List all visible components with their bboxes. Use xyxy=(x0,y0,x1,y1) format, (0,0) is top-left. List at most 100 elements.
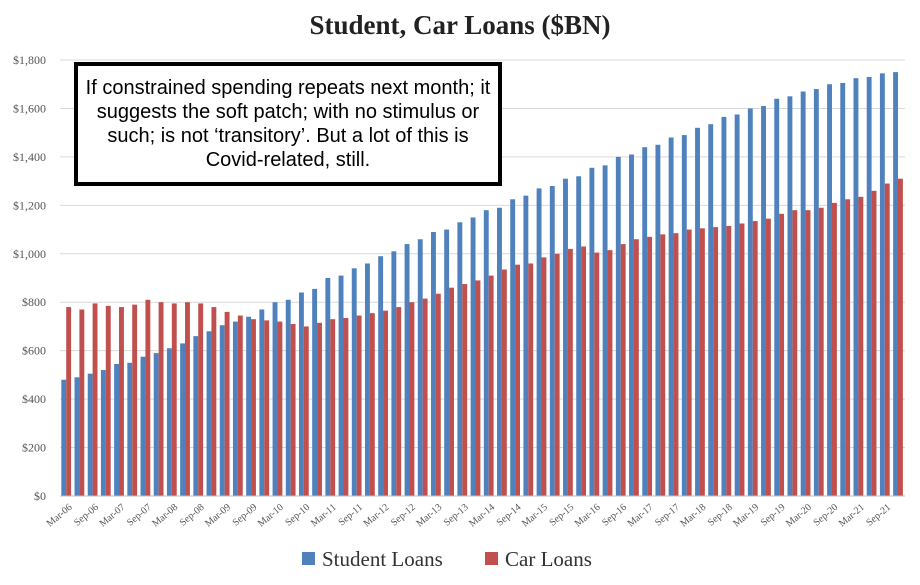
x-tick-label: Mar-07 xyxy=(97,502,127,530)
student-loans-bar xyxy=(219,325,225,496)
x-tick-label: Sep-19 xyxy=(759,502,788,529)
student-loans-bar xyxy=(879,73,885,496)
car-loans-bar xyxy=(211,307,217,496)
annotation-text: If constrained spending repeats next mon… xyxy=(85,77,491,171)
y-axis-ticks: $0 $200 $400 $600 $800 $1,000 $1,200 $1,400 $1,6… xyxy=(13,53,46,503)
car-loans-bar xyxy=(647,236,653,496)
car-loans-bar xyxy=(594,252,600,496)
car-loans-bar xyxy=(409,302,415,496)
student-loans-bar xyxy=(285,299,291,496)
x-tick-label: Sep-12 xyxy=(389,502,418,529)
student-loans-bar xyxy=(246,316,252,496)
car-loans-bar xyxy=(845,199,851,496)
car-loans-bar xyxy=(488,275,494,496)
student-loans-bar xyxy=(734,114,740,496)
bars xyxy=(61,72,903,497)
student-loans-bar xyxy=(787,96,793,496)
car-loans-bar xyxy=(475,280,481,496)
car-loans-bar xyxy=(462,284,468,496)
student-loans-bar xyxy=(444,229,450,496)
student-loans-bar xyxy=(536,188,542,496)
student-loans-bar xyxy=(655,144,661,496)
car-loans-bar xyxy=(567,248,573,496)
chart-title: Student, Car Loans ($BN) xyxy=(309,10,611,40)
car-loans-bar xyxy=(726,225,732,497)
car-loans-bar xyxy=(251,319,256,496)
y-tick-label: $1,800 xyxy=(13,53,46,67)
student-loans-bar xyxy=(642,147,648,496)
car-loans-bar xyxy=(264,320,270,496)
y-tick-label: $600 xyxy=(22,344,46,358)
student-loans-bar xyxy=(232,321,238,496)
y-tick-label: $800 xyxy=(22,295,46,309)
car-loans-bar xyxy=(185,302,190,496)
student-loans-bar xyxy=(338,275,344,496)
car-loans-bar xyxy=(396,307,402,496)
car-loans-bar xyxy=(673,233,679,496)
student-loans-bar xyxy=(180,343,186,496)
student-loans-bar xyxy=(629,154,634,496)
x-tick-label: Sep-11 xyxy=(337,502,365,528)
student-loans-bar xyxy=(259,309,265,496)
legend-swatch-car-loans xyxy=(485,552,498,565)
x-tick-label: Sep-13 xyxy=(442,502,471,529)
x-tick-label: Sep-15 xyxy=(547,502,576,529)
car-loans-bar xyxy=(277,321,283,496)
car-loans-bar xyxy=(581,246,587,496)
student-loans-bar xyxy=(74,377,80,496)
x-tick-label: Mar-15 xyxy=(520,502,550,530)
student-loans-bar xyxy=(615,156,621,496)
student-loans-bar xyxy=(87,373,93,496)
y-tick-label: $0 xyxy=(34,489,46,503)
x-tick-label: Mar-12 xyxy=(362,502,392,530)
car-loans-bar xyxy=(765,218,771,496)
student-loans-bar xyxy=(272,302,278,496)
student-loans-bar xyxy=(391,251,397,496)
y-tick-label: $1,200 xyxy=(13,198,46,212)
student-loans-bar xyxy=(193,336,199,496)
car-loans-bar xyxy=(528,263,534,496)
car-loans-bar xyxy=(422,298,428,496)
car-loans-bar xyxy=(356,315,362,496)
student-loans-bar xyxy=(497,207,502,496)
car-loans-bar xyxy=(158,302,164,496)
student-loans-bar xyxy=(866,76,872,497)
car-loans-bar xyxy=(686,229,692,496)
x-tick-label: Mar-18 xyxy=(678,502,708,530)
x-tick-label: Mar-13 xyxy=(414,502,444,530)
x-axis-ticks: Mar-06Sep-06Mar-07Sep-07Mar-08Sep-08Mar-… xyxy=(45,502,893,530)
x-tick-label: Mar-09 xyxy=(203,502,233,530)
student-loans-bar xyxy=(364,263,370,496)
x-tick-label: Sep-21 xyxy=(864,502,893,529)
legend-label-student-loans: Student Loans xyxy=(322,547,443,571)
car-loans-bar xyxy=(898,178,903,496)
student-loans-bar xyxy=(153,353,159,496)
car-loans-bar xyxy=(132,304,138,496)
x-tick-label: Mar-10 xyxy=(256,502,286,530)
x-tick-label: Mar-14 xyxy=(467,502,497,530)
student-loans-bar xyxy=(774,98,780,496)
student-loans-bar xyxy=(853,78,859,497)
x-tick-label: Mar-16 xyxy=(573,502,603,530)
student-loans-bar xyxy=(127,362,133,496)
student-loans-bar xyxy=(61,379,67,496)
student-loans-bar xyxy=(417,239,423,497)
x-tick-label: Sep-06 xyxy=(72,502,101,529)
x-tick-label: Mar-20 xyxy=(784,502,814,530)
student-loans-bar xyxy=(589,167,595,497)
y-tick-label: $200 xyxy=(22,441,46,455)
student-loans-bar xyxy=(470,217,476,496)
car-loans-bar xyxy=(792,210,798,496)
car-loans-bar xyxy=(858,196,864,497)
car-loans-bar xyxy=(237,315,243,496)
x-tick-label: Mar-19 xyxy=(731,502,761,530)
car-loans-bar xyxy=(818,207,824,496)
legend-label-car-loans: Car Loans xyxy=(505,547,592,571)
car-loans-bar xyxy=(739,223,745,496)
car-loans-bar xyxy=(330,319,336,496)
car-loans-bar xyxy=(660,234,666,496)
x-tick-label: Sep-16 xyxy=(600,502,629,529)
car-loans-bar xyxy=(699,228,705,496)
legend: Student Loans Car Loans xyxy=(302,547,592,571)
car-loans-bar xyxy=(66,307,72,496)
